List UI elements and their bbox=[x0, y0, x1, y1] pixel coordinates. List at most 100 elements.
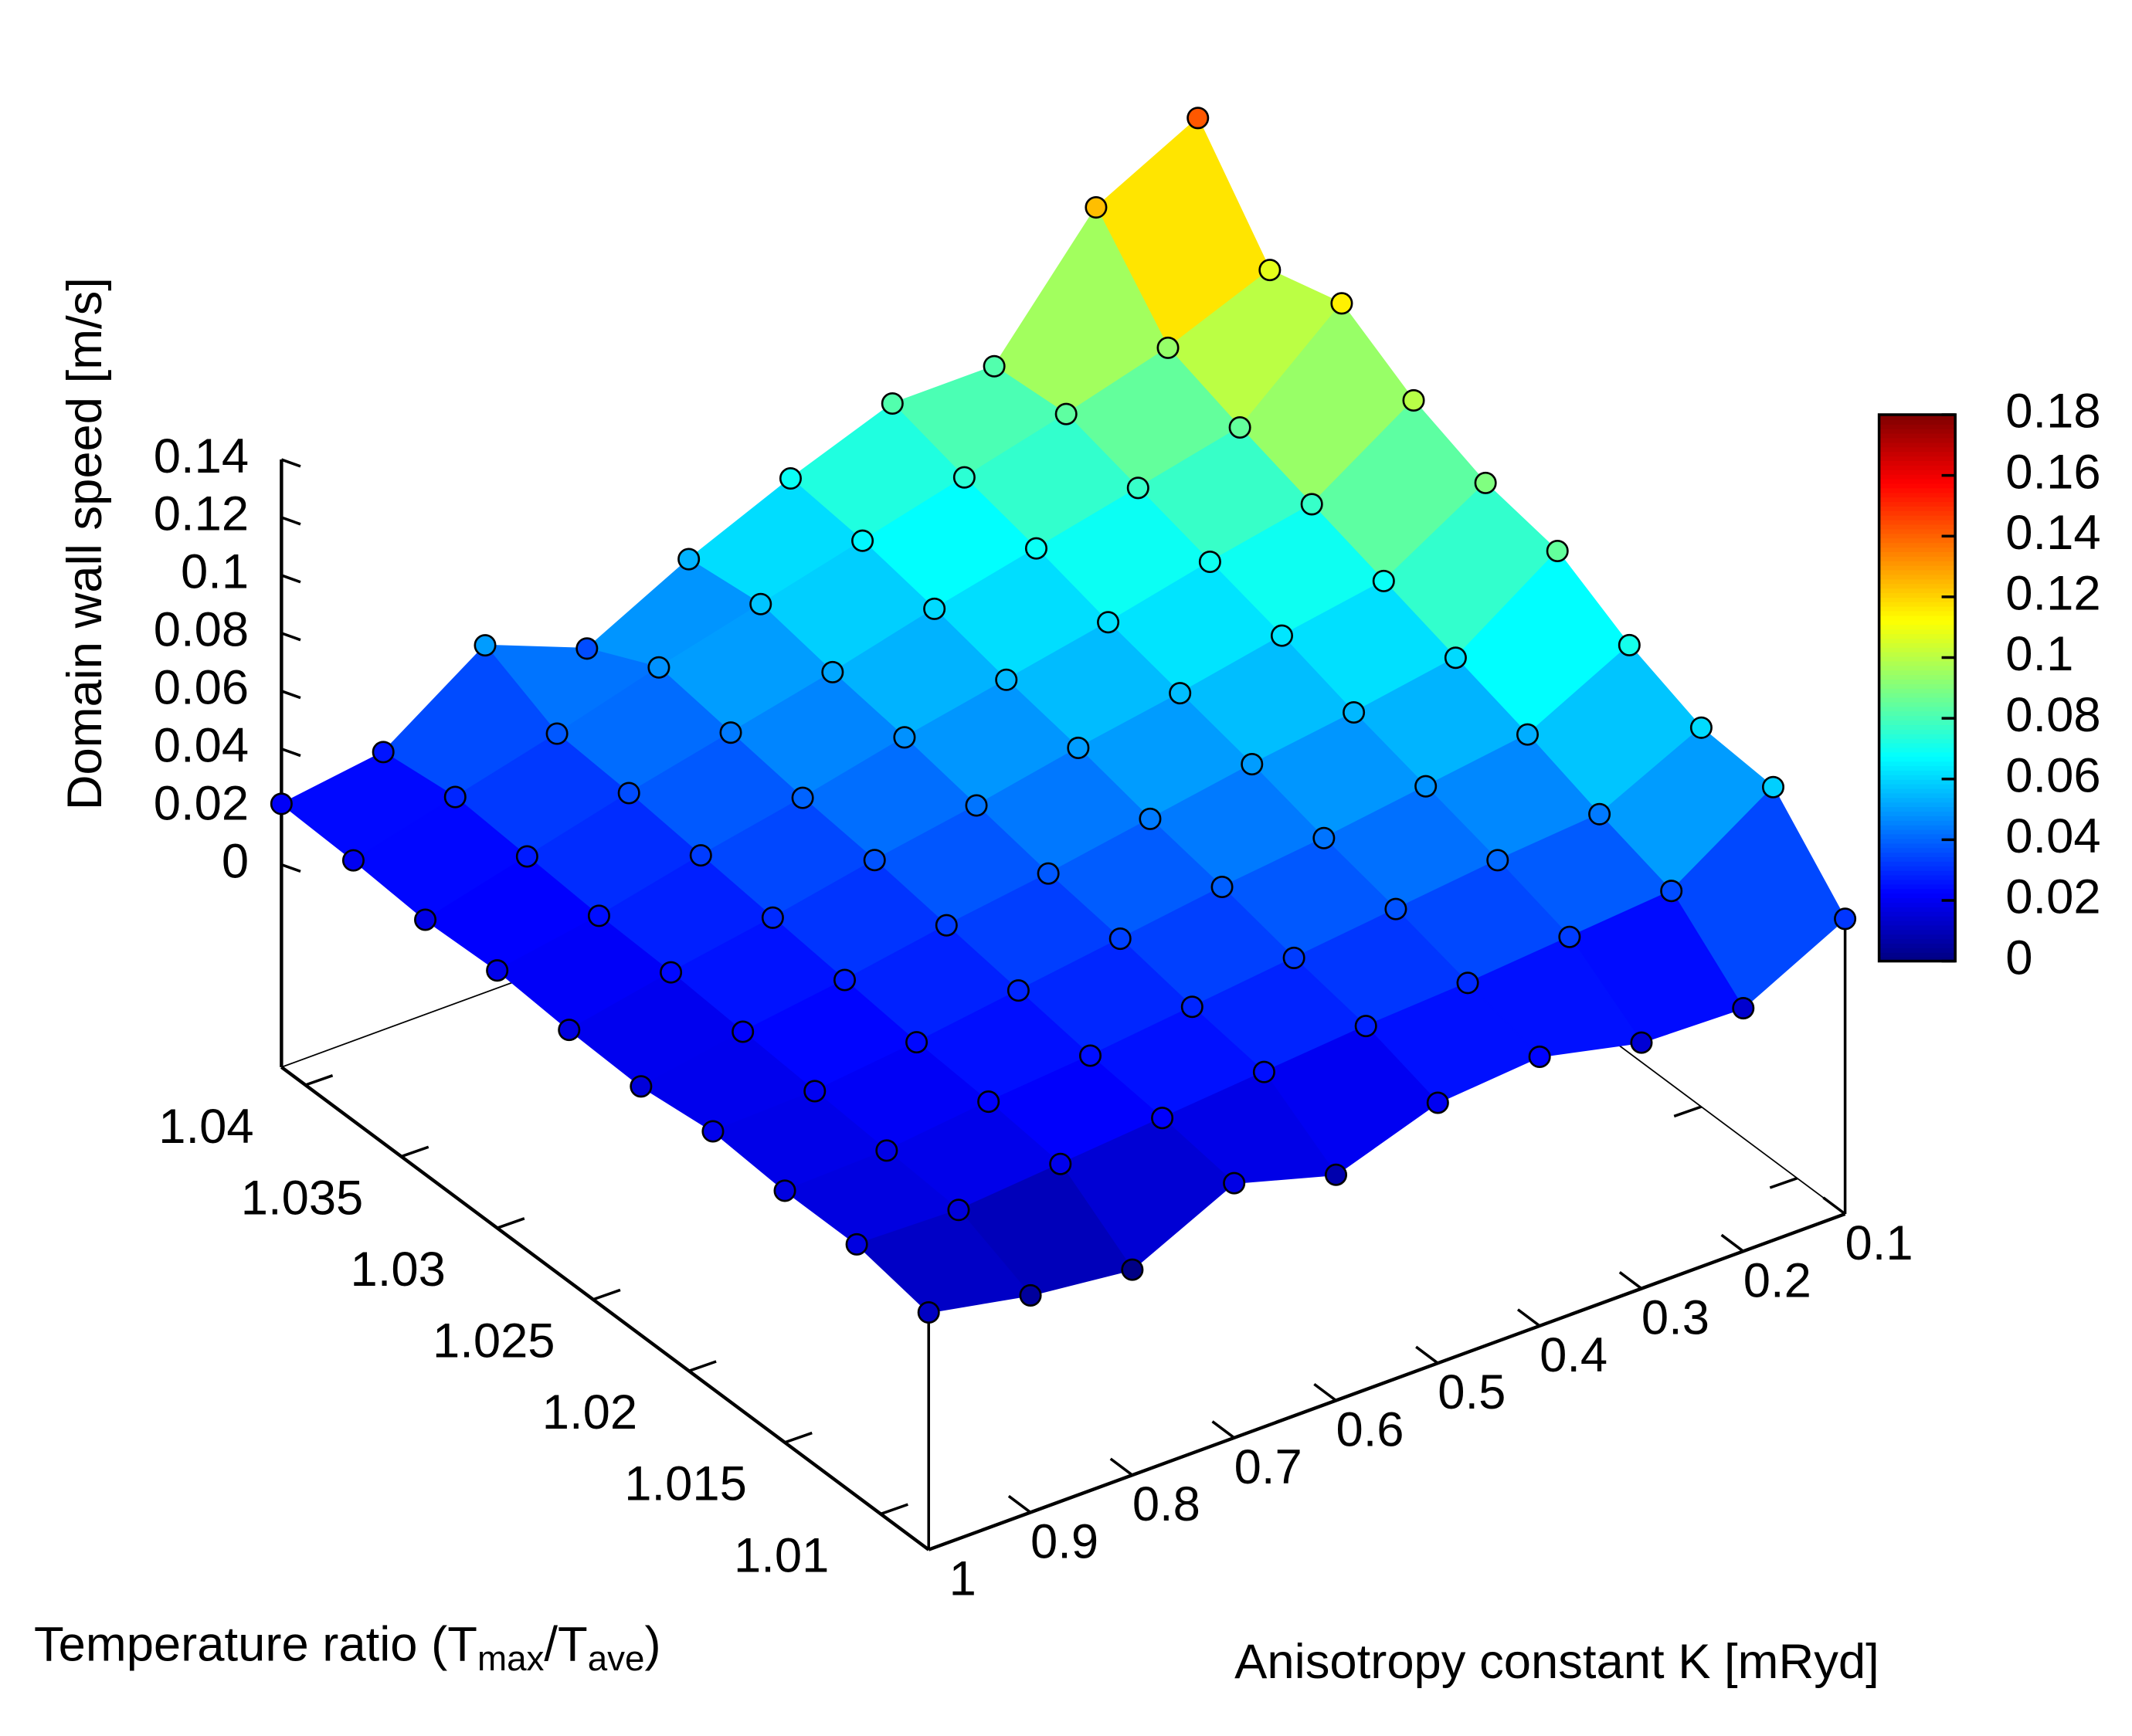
data-point bbox=[677, 548, 701, 571]
colorbar-step bbox=[1879, 728, 1956, 734]
data-point bbox=[875, 1139, 898, 1162]
colorbar-step bbox=[1879, 788, 1956, 794]
colorbar-step bbox=[1879, 929, 1956, 935]
colorbar-step bbox=[1879, 501, 1956, 507]
colorbar-step bbox=[1879, 710, 1956, 717]
colorbar-step bbox=[1879, 588, 1956, 593]
colorbar-step bbox=[1879, 915, 1956, 921]
x-tick-label: 0.6 bbox=[1336, 1402, 1404, 1456]
data-point bbox=[1049, 1152, 1072, 1175]
colorbar-step bbox=[1879, 629, 1956, 635]
data-point bbox=[935, 914, 958, 937]
data-point bbox=[443, 785, 467, 809]
data-point bbox=[905, 1031, 929, 1054]
data-point bbox=[1761, 775, 1785, 798]
back-layer: 00.020.040.060.080.10.120.14 bbox=[154, 124, 1847, 1551]
x-tick-label: 0.7 bbox=[1234, 1440, 1302, 1494]
colorbar-step bbox=[1879, 560, 1956, 566]
data-point bbox=[803, 1080, 827, 1103]
data-point bbox=[1198, 550, 1221, 573]
data-point bbox=[1456, 971, 1479, 995]
data-point bbox=[1019, 1283, 1042, 1307]
colorbar-step bbox=[1879, 810, 1956, 816]
surface bbox=[270, 107, 1857, 1324]
colorbar-step bbox=[1879, 678, 1956, 684]
data-point bbox=[1078, 1044, 1102, 1067]
x-tick bbox=[1007, 1494, 1032, 1514]
colorbar-step bbox=[1879, 956, 1956, 962]
data-point bbox=[1474, 471, 1497, 494]
data-point bbox=[833, 968, 856, 992]
colorbar-step bbox=[1879, 514, 1956, 520]
data-point bbox=[270, 792, 293, 815]
label-part: Temperature ratio (T bbox=[34, 1617, 477, 1671]
y-tick-label: 1.025 bbox=[433, 1314, 555, 1368]
colorbar-step bbox=[1879, 901, 1956, 907]
y-tick bbox=[592, 1288, 621, 1301]
colorbar-step bbox=[1879, 569, 1956, 575]
colorbar-tick-label: 0.12 bbox=[2005, 567, 2100, 621]
colorbar-step bbox=[1879, 824, 1956, 830]
data-point bbox=[1630, 1031, 1653, 1054]
x-tick-label: 0.3 bbox=[1641, 1291, 1709, 1345]
colorbar-step bbox=[1879, 942, 1956, 948]
data-point bbox=[1282, 946, 1305, 969]
colorbar-step bbox=[1879, 610, 1956, 616]
colorbar-step bbox=[1879, 459, 1956, 466]
colorbar-step bbox=[1879, 829, 1956, 835]
z-tick-label: 0.14 bbox=[154, 429, 249, 483]
y-axis-line bbox=[280, 1066, 930, 1551]
x-axis-label: Anisotropy constant K [mRyd] bbox=[1234, 1635, 1879, 1689]
z-tick bbox=[280, 574, 301, 584]
data-point bbox=[1444, 646, 1467, 670]
data-point bbox=[821, 660, 844, 683]
data-point bbox=[952, 466, 976, 489]
x-tick bbox=[1720, 1233, 1744, 1253]
data-point bbox=[1067, 736, 1090, 759]
colorbar-step bbox=[1879, 497, 1956, 503]
y-tick bbox=[400, 1145, 429, 1158]
data-point bbox=[1151, 1107, 1174, 1130]
data-point bbox=[1528, 1045, 1551, 1068]
colorbar-step bbox=[1879, 528, 1956, 534]
y-tick-label: 1.01 bbox=[734, 1528, 829, 1582]
data-point bbox=[732, 1020, 755, 1043]
colorbar-step bbox=[1879, 651, 1956, 657]
data-point bbox=[1588, 802, 1611, 826]
x-tick-label: 0.4 bbox=[1540, 1328, 1607, 1382]
colorbar-step bbox=[1879, 419, 1956, 425]
colorbar-step bbox=[1879, 692, 1956, 698]
colorbar-step bbox=[1879, 847, 1956, 853]
colorbar-step bbox=[1879, 546, 1956, 552]
colorbar-step bbox=[1879, 778, 1956, 785]
z-tick-label: 0.08 bbox=[154, 603, 249, 657]
x-tick bbox=[1822, 1196, 1846, 1216]
data-point bbox=[761, 906, 784, 929]
x-tick bbox=[1211, 1420, 1235, 1439]
x-tick-label: 0.9 bbox=[1030, 1514, 1098, 1568]
colorbar-step bbox=[1879, 879, 1956, 885]
colorbar-step bbox=[1879, 492, 1956, 498]
data-point bbox=[575, 637, 599, 660]
data-point bbox=[1054, 402, 1078, 426]
colorbar-step bbox=[1879, 733, 1956, 739]
data-point bbox=[881, 392, 904, 415]
data-point bbox=[791, 786, 814, 809]
data-point bbox=[587, 904, 610, 927]
label-sub: ave bbox=[588, 1639, 645, 1678]
data-point bbox=[1180, 995, 1203, 1019]
front-layer: 1.01 1.015 1.02 1.025 1.03 1.035 1.04 0.1 0.2 0.3… bbox=[158, 385, 2100, 1606]
x-tick-label: 1 bbox=[949, 1552, 976, 1606]
colorbar-step bbox=[1879, 656, 1956, 662]
colorbar-step bbox=[1879, 724, 1956, 730]
data-point bbox=[474, 634, 497, 657]
data-point bbox=[1024, 537, 1047, 560]
colorbar-step bbox=[1879, 624, 1956, 630]
data-point bbox=[1312, 826, 1336, 849]
y-tick-label: 1.02 bbox=[542, 1385, 637, 1439]
colorbar-step bbox=[1879, 870, 1956, 876]
colorbar-tick-label: 0.18 bbox=[2005, 385, 2100, 439]
z-tick bbox=[280, 632, 301, 642]
data-point bbox=[1384, 897, 1407, 921]
colorbar-step bbox=[1879, 473, 1956, 480]
